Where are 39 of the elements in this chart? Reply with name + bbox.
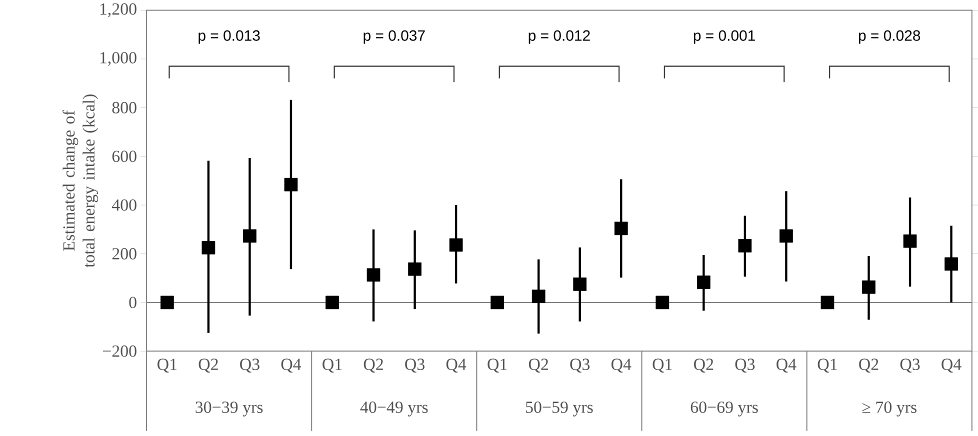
y-tick-label: −200 <box>102 345 136 357</box>
x-tick-label: Q3 <box>240 358 260 373</box>
annotation: p = 0.028 <box>858 30 920 44</box>
x-tick-label: Q1 <box>322 358 342 373</box>
text: 50−59 yrs <box>526 402 593 416</box>
y-tick-label: 1,200 <box>100 3 136 18</box>
x-tick-label: Q3 <box>900 358 920 373</box>
y-tick-label: 1,000 <box>100 52 136 66</box>
annotation: p = 0.013 <box>198 30 260 44</box>
x-tick-label: Q2 <box>364 358 383 373</box>
y-tick-label: 800 <box>112 102 136 114</box>
y-axis-title: Estimated change of total energy intake (kcal) <box>62 94 98 268</box>
x-tick-label: Q1 <box>818 358 837 373</box>
x-tick-label: Q1 <box>158 358 177 373</box>
x-tick-label: Q3 <box>570 358 590 373</box>
x-tick-label: Q1 <box>488 358 507 373</box>
x-tick-label: Q4 <box>942 358 962 373</box>
x-tick-label: Q4 <box>611 358 632 373</box>
x-tick-label: Q3 <box>735 358 755 373</box>
text: ≥ 70 yrs <box>862 402 916 416</box>
x-tick-label: Q2 <box>859 358 878 373</box>
y-tick-label: 600 <box>112 150 136 162</box>
x-tick-label: Q2 <box>528 358 548 373</box>
text: 60−69 yrs <box>690 402 758 416</box>
x-tick-label: Q2 <box>198 358 218 373</box>
text: 30−39 yrs <box>196 402 263 416</box>
x-tick-label: Q1 <box>652 358 672 373</box>
annotation: p = 0.001 <box>694 30 755 44</box>
y-tick-label: 200 <box>112 248 136 260</box>
x-tick-label: Q4 <box>446 358 466 373</box>
annotation: p = 0.037 <box>364 30 425 44</box>
x-tick-label: Q2 <box>694 358 714 373</box>
y-tick-label: 0 <box>129 296 136 308</box>
annotation: p = 0.012 <box>528 30 590 44</box>
x-tick-label: Q4 <box>281 358 302 373</box>
y-tick-label: 400 <box>112 199 136 211</box>
text: 40−49 yrs <box>360 402 428 416</box>
x-tick-label: Q4 <box>776 358 796 373</box>
x-tick-label: Q3 <box>405 358 424 373</box>
